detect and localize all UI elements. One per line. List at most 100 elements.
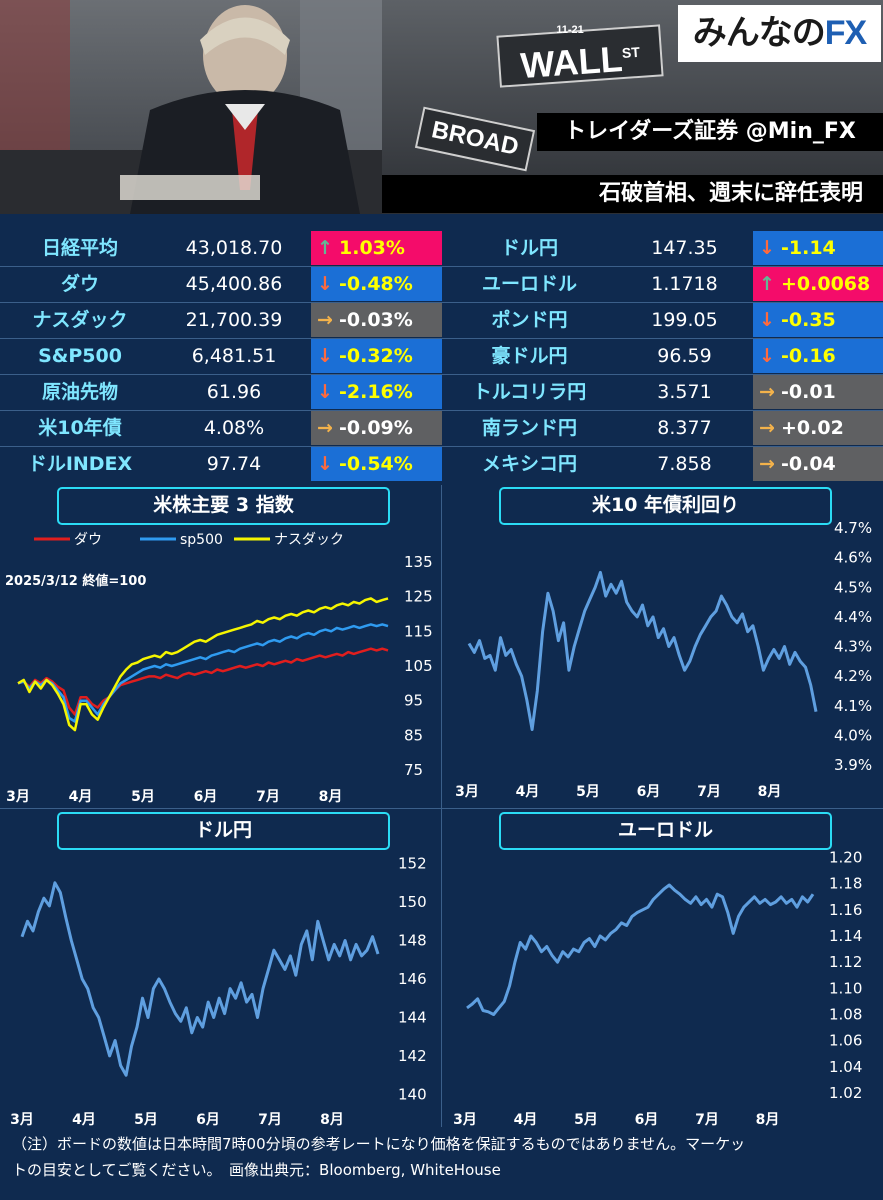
market-row: トルコリラ円 3.571 → -0.01 bbox=[0, 375, 883, 409]
row-divider bbox=[0, 374, 883, 375]
chart-us10y: 3.9% 4.0% 4.1% 4.2% 4.3% 4.4% 4.5% 4.6% 4.7% 3月 4月… bbox=[455, 522, 872, 800]
row-divider bbox=[0, 446, 883, 447]
y-tick-label: 75 bbox=[404, 761, 423, 779]
chart-title-usdjpy: ドル円 bbox=[57, 812, 390, 850]
x-tick-label: 8月 bbox=[756, 1112, 780, 1127]
minna-no-fx-logo: みんなのFX bbox=[678, 5, 881, 62]
market-change: ↓ -0.35 bbox=[753, 303, 883, 337]
series-line-main bbox=[20, 881, 380, 1077]
x-tick-label: 8月 bbox=[320, 1112, 344, 1127]
market-value: 147.35 bbox=[651, 237, 718, 259]
market-row: ユーロドル 1.1718 ↑ +0.0068 bbox=[0, 267, 883, 301]
market-row: ドル円 147.35 ↓ -1.14 bbox=[0, 231, 883, 265]
arrow-right-icon: → bbox=[759, 453, 775, 475]
headline: 石破首相、週末に辞任表明 bbox=[382, 175, 883, 213]
x-tick-label: 6月 bbox=[196, 1112, 220, 1127]
chart-us-stocks: ダウ sp500 ナスダック 2025/3/12 終値=100 75 85 95 105 115… bbox=[5, 532, 433, 805]
market-change: ↑ 1.03% bbox=[311, 231, 442, 265]
x-tick-label: 4月 bbox=[72, 1112, 96, 1127]
y-tick-label: 105 bbox=[404, 657, 433, 675]
sign-number: 11-21 bbox=[556, 24, 584, 36]
row-divider bbox=[0, 266, 883, 267]
series-line-main bbox=[466, 883, 815, 1016]
arrow-down-icon: ↓ bbox=[317, 273, 333, 295]
y-tick-label: 142 bbox=[398, 1047, 427, 1065]
market-change: ↓ -0.16 bbox=[753, 339, 883, 373]
chart-title-us10y: 米10 年債利回り bbox=[499, 487, 832, 525]
market-name: ドル円 bbox=[500, 237, 558, 259]
x-tick-label: 7月 bbox=[695, 1112, 719, 1127]
market-change: ↓ -1.14 bbox=[753, 231, 883, 265]
market-change: ↓ -0.32% bbox=[311, 339, 442, 373]
y-tick-label: 1.18 bbox=[829, 875, 862, 893]
y-tick-label: 1.12 bbox=[829, 953, 862, 971]
market-row: 豪ドル円 96.59 ↓ -0.16 bbox=[0, 339, 883, 373]
y-tick-label: 150 bbox=[398, 893, 427, 911]
y-tick-label: 148 bbox=[398, 932, 427, 950]
market-change: → -0.03% bbox=[311, 303, 442, 337]
x-tick-label: 8月 bbox=[319, 789, 343, 805]
market-change-value: -0.35 bbox=[781, 309, 836, 331]
y-tick-label: 95 bbox=[404, 692, 423, 710]
market-name: ダウ bbox=[60, 273, 99, 295]
chart-usdjpy: 140 142 144 146 148 150 152 3月 4月 5月 6月 7月 8月 bbox=[10, 855, 427, 1127]
y-tick-label: 85 bbox=[404, 726, 423, 744]
x-tick-label: 5月 bbox=[134, 1112, 158, 1127]
y-tick-label: 140 bbox=[398, 1085, 427, 1103]
market-row: メキシコ円 7.858 → -0.04 bbox=[0, 447, 883, 481]
chart-title-eurusd: ユーロドル bbox=[499, 812, 832, 850]
market-value: 21,700.39 bbox=[185, 309, 283, 331]
market-change: → -0.01 bbox=[753, 375, 883, 409]
market-change-value: -0.03% bbox=[339, 309, 413, 331]
series-line-ナスダック bbox=[17, 597, 389, 732]
y-tick-label: 1.08 bbox=[829, 1005, 862, 1023]
logo-text: みんなの bbox=[692, 14, 826, 52]
market-value: 61.96 bbox=[206, 381, 262, 403]
trader-label: トレイダーズ証券 @Min_FX bbox=[537, 113, 883, 151]
x-tick-label: 6月 bbox=[635, 1112, 659, 1127]
market-change: → +0.02 bbox=[753, 411, 883, 445]
y-tick-label: 1.16 bbox=[829, 901, 862, 919]
arrow-right-icon: → bbox=[759, 417, 775, 439]
market-change-value: +0.0068 bbox=[781, 273, 871, 295]
market-change-value: -0.01 bbox=[781, 381, 836, 403]
arrow-down-icon: ↓ bbox=[317, 381, 333, 403]
market-name: ユーロドル bbox=[481, 273, 577, 295]
x-tick-label: 3月 bbox=[10, 1112, 34, 1127]
market-row: 米10年債 4.08% → -0.09% bbox=[0, 411, 883, 445]
chart-annotation: 2025/3/12 終値=100 bbox=[5, 573, 146, 589]
market-change: ↓ -0.48% bbox=[311, 267, 442, 301]
market-change-value: -2.16% bbox=[339, 381, 413, 403]
market-change: → -0.04 bbox=[753, 447, 883, 481]
market-row: 原油先物 61.96 ↓ -2.16% bbox=[0, 375, 883, 409]
market-value: 6,481.51 bbox=[191, 345, 277, 367]
footer-note: （注）ボードの数値は日本時間7時00分頃の参考レートになり価格を保証するものでは… bbox=[0, 1127, 883, 1200]
market-name: 南ランド円 bbox=[481, 417, 577, 439]
market-value: 1.1718 bbox=[651, 273, 718, 295]
arrow-down-icon: ↓ bbox=[317, 453, 333, 475]
x-tick-label: 8月 bbox=[758, 784, 782, 800]
row-divider bbox=[0, 302, 883, 303]
x-tick-label: 6月 bbox=[637, 784, 661, 800]
logo-fx: FX bbox=[824, 14, 867, 52]
market-change-value: -0.48% bbox=[339, 273, 413, 295]
x-tick-label: 5月 bbox=[576, 784, 600, 800]
sign-wall-text: WALL bbox=[519, 38, 624, 87]
x-tick-label: 3月 bbox=[6, 789, 30, 805]
market-value: 3.571 bbox=[657, 381, 712, 403]
x-tick-label: 7月 bbox=[256, 789, 280, 805]
y-tick-label: 1.06 bbox=[829, 1032, 862, 1050]
market-name: ドルINDEX bbox=[27, 453, 133, 475]
y-tick-label: 4.0% bbox=[834, 726, 872, 744]
market-change-value: -0.09% bbox=[339, 417, 413, 439]
market-row: 日経平均 43,018.70 ↑ 1.03% bbox=[0, 231, 883, 265]
footer-line-1: （注）ボードの数値は日本時間7時00分頃の参考レートになり価格を保証するものでは… bbox=[12, 1135, 746, 1153]
market-value: 4.08% bbox=[203, 417, 265, 439]
x-tick-label: 3月 bbox=[453, 1112, 477, 1127]
market-row: ダウ 45,400.86 ↓ -0.48% bbox=[0, 267, 883, 301]
y-tick-label: 152 bbox=[398, 855, 427, 873]
y-tick-label: 4.2% bbox=[834, 667, 872, 685]
arrow-right-icon: → bbox=[759, 381, 775, 403]
y-tick-label: 4.3% bbox=[834, 638, 872, 656]
x-tick-label: 5月 bbox=[574, 1112, 598, 1127]
